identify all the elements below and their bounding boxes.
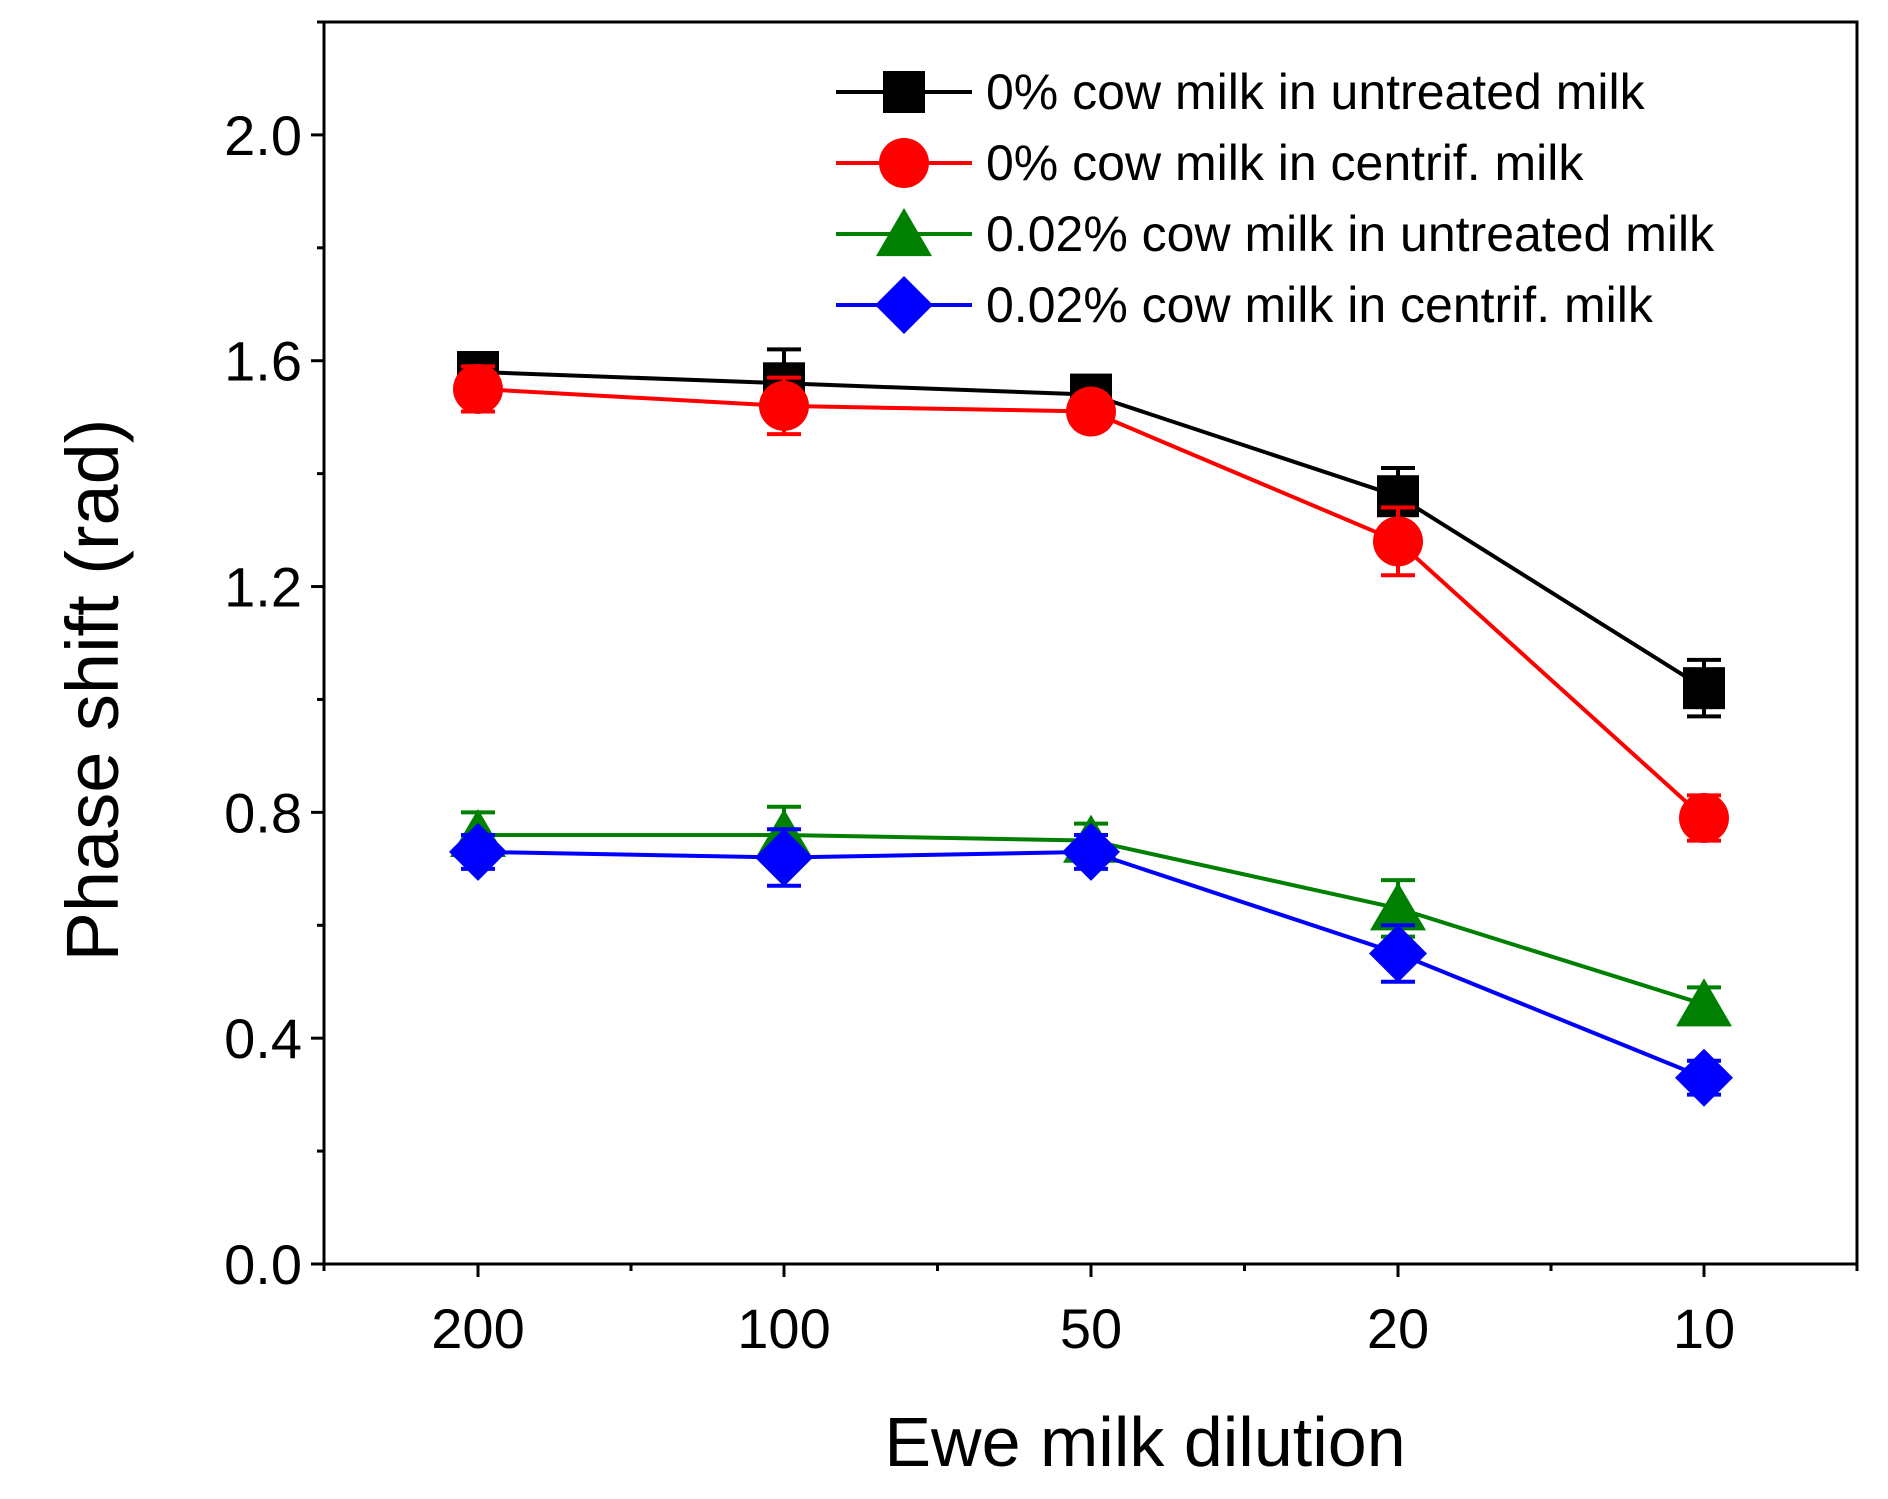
data-point	[1370, 882, 1426, 931]
legend-marker	[875, 276, 933, 334]
x-axis-title: Ewe milk dilution	[884, 1403, 1405, 1481]
x-tick-label: 20	[1367, 1297, 1429, 1360]
y-tick-label: 1.6	[224, 330, 302, 393]
data-point	[759, 380, 809, 431]
legend-marker	[879, 138, 929, 188]
data-point	[1066, 386, 1116, 437]
data-point	[1675, 1048, 1733, 1107]
y-axis-title: Phase shift (rad)	[51, 419, 134, 962]
data-point	[755, 828, 813, 887]
data-point	[449, 822, 507, 881]
series-line	[477, 386, 1706, 820]
series-2	[453, 363, 1729, 844]
legend: 0% cow milk in untreated milk 0% cow milk…	[836, 64, 1715, 334]
x-tick-label: 100	[737, 1297, 830, 1360]
series-line	[477, 849, 1705, 1080]
y-tick-label: 2.0	[224, 104, 302, 167]
legend-marker	[883, 71, 925, 113]
legend-label: 0% cow milk in untreated milk	[986, 64, 1646, 120]
data-point	[1062, 822, 1120, 881]
y-tick-label: 0.0	[224, 1233, 302, 1296]
legend-label: 0.02% cow milk in centrif. milk	[986, 277, 1654, 333]
series-layer	[449, 347, 1733, 1107]
data-point	[1679, 793, 1729, 844]
x-tick-label: 50	[1060, 1297, 1122, 1360]
legend-label: 0.02% cow milk in untreated milk	[986, 206, 1715, 262]
x-tick-label: 10	[1673, 1297, 1735, 1360]
data-point	[1373, 516, 1423, 567]
series-4	[449, 822, 1733, 1107]
data-point	[453, 363, 503, 414]
y-tick-label: 0.4	[224, 1007, 302, 1070]
legend-item: 0.02% cow milk in centrif. milk	[836, 276, 1654, 334]
x-tick-label: 200	[431, 1297, 524, 1360]
data-point	[1676, 978, 1732, 1027]
y-tick-label: 1.2	[224, 556, 302, 619]
y-axis: 0.0 0.4 0.8 1.2 1.6 2.0	[224, 20, 324, 1296]
data-point	[1369, 924, 1427, 983]
data-point	[1683, 667, 1725, 710]
legend-item: 0% cow milk in untreated milk	[836, 64, 1646, 120]
legend-item: 0% cow milk in centrif. milk	[836, 135, 1584, 191]
legend-label: 0% cow milk in centrif. milk	[986, 135, 1584, 191]
x-axis: 200 100 50 20 10	[322, 1264, 1859, 1360]
legend-item: 0.02% cow milk in untreated milk	[836, 206, 1715, 262]
legend-marker	[876, 208, 932, 257]
y-tick-label: 0.8	[224, 781, 302, 844]
